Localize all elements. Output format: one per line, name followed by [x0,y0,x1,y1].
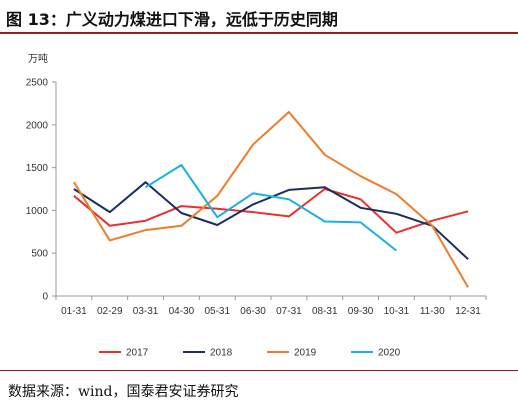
legend-label-2019: 2019 [294,348,317,359]
y-tick-label: 1000 [26,206,49,217]
x-tick-label: 10-31 [384,306,410,317]
y-tick-label: 0 [42,292,48,303]
x-tick-label: 07-31 [276,306,302,317]
legend-label-2017: 2017 [126,348,149,359]
legend-label-2020: 2020 [378,348,401,359]
x-tick-label: 04-30 [169,306,195,317]
x-axis: 01-31 02-29 03-31 04-30 05-31 06-30 07-31 08-31… [55,295,487,317]
x-tick-label: 12-31 [455,306,481,317]
series-line-2020 [145,164,398,252]
series-line-2019 [73,111,469,288]
y-axis: 0 500 1000 1500 2000 2500 [26,78,57,303]
x-tick-label: 09-30 [348,306,374,317]
x-tick-label: 05-31 [204,306,230,317]
series-line-2017 [73,188,469,234]
x-tick-label: 11-30 [420,306,445,317]
x-tick-label: 03-31 [133,306,159,317]
source-note: 数据来源：wind，国泰君安证券研究 [8,384,239,400]
series-lines [73,111,469,288]
legend-label-2018: 2018 [210,348,233,359]
y-tick-label: 500 [31,249,48,260]
x-tick-label: 01-31 [61,306,87,317]
x-tick-label: 02-29 [97,306,123,317]
y-tick-label: 2000 [26,120,49,131]
legend: 2017 2018 2019 2020 [99,348,401,359]
x-tick-label: 08-31 [312,306,338,317]
y-tick-label: 2500 [26,78,49,89]
y-axis-unit-label: 万吨 [28,52,48,65]
y-tick-label: 1500 [26,163,49,174]
series-line-2018 [73,181,469,260]
source-bar: 数据来源：wind，国泰君安证券研究 [0,370,518,407]
x-tick-label: 06-30 [240,306,266,317]
figure-title: 图 13：广义动力煤进口下滑，远低于历史同期 [6,10,338,29]
title-bar: 图 13：广义动力煤进口下滑，远低于历史同期 [0,0,518,34]
